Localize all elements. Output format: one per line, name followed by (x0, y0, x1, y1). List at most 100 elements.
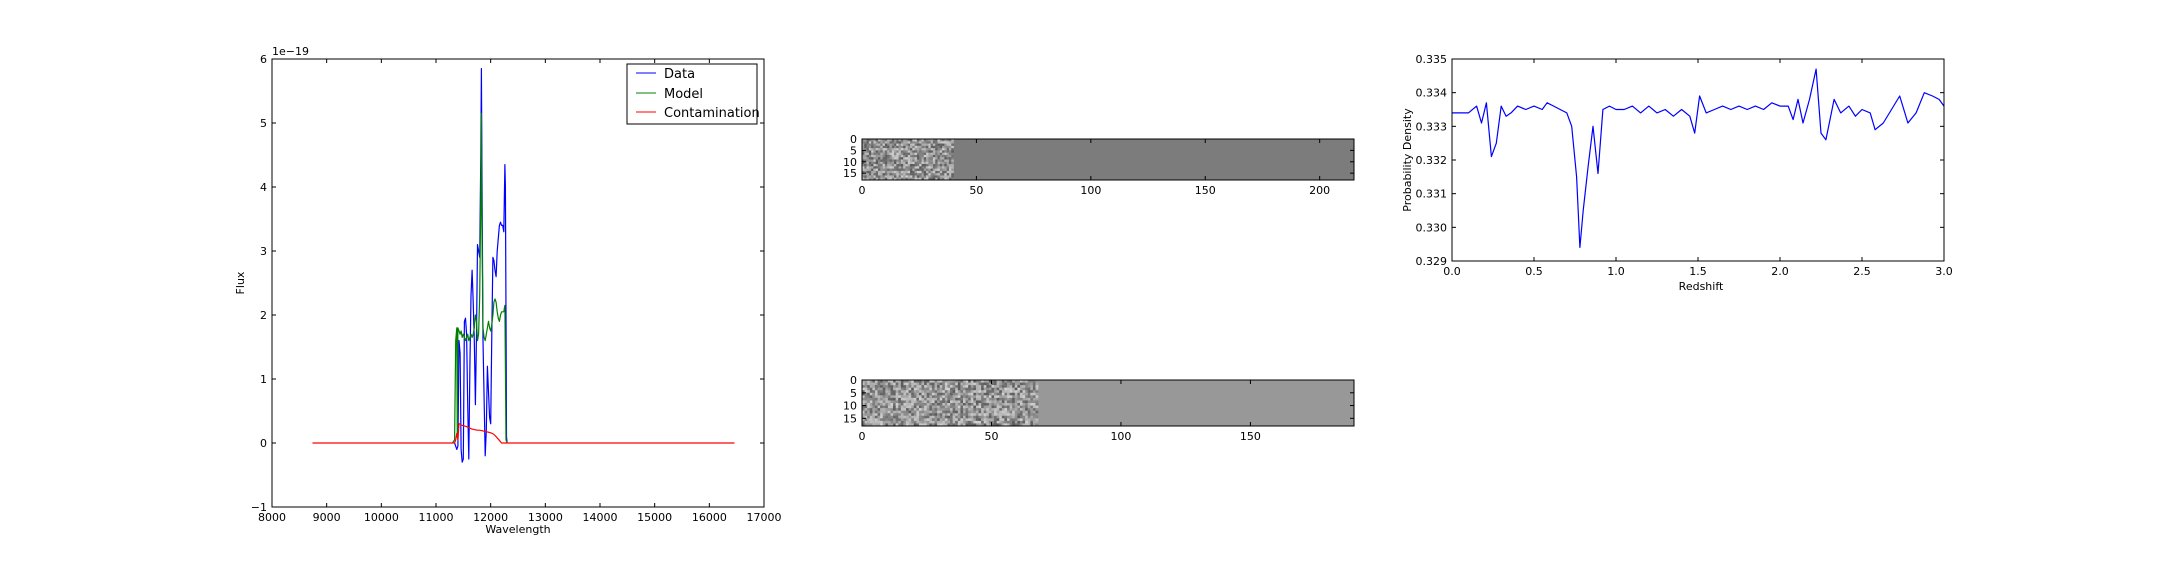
2d-bottom-pixel (1007, 423, 1010, 427)
2d-bottom-pixel (960, 410, 964, 414)
2d-top-pixel (878, 152, 881, 156)
2d-top-pixel (951, 145, 954, 149)
2d-bottom-pixel (908, 415, 912, 419)
2d-bottom-pixel (1027, 415, 1031, 419)
2d-top-pixel (873, 143, 877, 147)
2d-bottom-pixel (903, 395, 907, 399)
2d-bottom-pixel (970, 380, 974, 383)
2d-bottom-pixel (913, 392, 917, 396)
2d-bottom-pixel (872, 418, 876, 422)
2d-bottom-pixel (893, 405, 896, 409)
2d-bottom-pixel (864, 392, 868, 396)
2d-bottom-pixel (934, 387, 938, 391)
2d-bottom-pixel (1019, 390, 1023, 394)
2d-top-pixel (951, 159, 954, 163)
2d-top-pixel (916, 150, 920, 153)
2d-bottom-pixel (1017, 415, 1021, 419)
2d-bottom-pixel (947, 380, 951, 383)
2d-bottom-pixel (968, 380, 972, 383)
2d-bottom-pixel (973, 397, 977, 401)
2d-bottom-pixel (918, 413, 922, 417)
2d-bottom-pixel (957, 382, 961, 386)
2d-bottom-pixel (934, 408, 938, 411)
2d-top-pixel (926, 154, 929, 158)
2d-bottom-pixel (950, 420, 953, 424)
2d-bottom-pixel (986, 420, 990, 424)
2d-top-pixel (887, 152, 890, 156)
2d-top-pixel (932, 175, 936, 179)
2d-bottom-pixel (921, 385, 925, 388)
2d-bottom-pixel (991, 418, 995, 422)
2d-top-pixel (882, 173, 886, 176)
2d-top-pixel (926, 164, 929, 167)
2d-bottom-pixel (962, 420, 966, 424)
2d-bottom-pixel (1014, 387, 1018, 391)
2d-bottom-pixel (991, 410, 995, 414)
2d-bottom-pixel (874, 382, 878, 386)
2d-bottom-pixel (983, 385, 987, 388)
2d-bottom-pixel (950, 380, 953, 383)
2d-bottom-pixel (924, 397, 928, 401)
2d-top-pixel (884, 143, 888, 147)
2d-bottom-pixel (937, 380, 940, 383)
2d-top-pixel (935, 173, 938, 176)
2d-top-pixel (871, 145, 874, 149)
2d-bottom-pixel (895, 380, 899, 383)
2d-top-pixel (880, 170, 883, 174)
2d-top-pixel (889, 175, 893, 179)
2d-top-pixel (921, 177, 925, 181)
2d-bottom-pixel (921, 400, 925, 404)
2d-bottom-pixel (877, 380, 881, 383)
2d-bottom-pixel (931, 405, 935, 409)
2d-bottom-pixel (1004, 385, 1008, 388)
redshift-pdf-plot-area: 0.0 0.5 1.0 1.5 2.0 2.5 3.00.3290.3300.3310.33… (1416, 53, 1953, 278)
2d-bottom-pixel (934, 400, 938, 404)
2d-top-pixel (923, 139, 927, 142)
2d-bottom-pixel (1007, 410, 1010, 414)
2d-bottom-pixel (1001, 403, 1005, 406)
2d-bottom-pixel (1027, 380, 1031, 383)
2d-top-pixel (910, 150, 913, 153)
2d-bottom-pixel (965, 410, 969, 414)
2d-top-pixel (921, 159, 925, 163)
2d-top-pixel (884, 159, 888, 163)
2d-bottom-pixel (880, 413, 884, 417)
2d-bottom-pixel (908, 395, 912, 399)
2d-top-pixel (900, 175, 904, 179)
2d-bottom-pixel (962, 390, 966, 394)
2d-bottom-pixel (970, 403, 974, 406)
2d-top-pixel (896, 152, 899, 156)
2d-top-pixel (891, 168, 895, 172)
2d-bottom-pixel (1035, 382, 1039, 386)
2d-top-pixel (878, 159, 881, 163)
2d-bottom-pixel (973, 400, 977, 404)
2d-top-pixel (889, 159, 893, 163)
2d-bottom-pixel (999, 390, 1003, 394)
2d-bottom-pixel (929, 400, 933, 404)
2d-bottom-pixel (999, 415, 1003, 419)
2d-top-pixel (951, 141, 954, 144)
legend-label-contamination: Contamination (664, 106, 760, 121)
2d-bottom-pixel (962, 397, 966, 401)
2d-top-pixel (912, 152, 915, 156)
2d-bottom-pixel (983, 397, 987, 401)
2d-top-pixel (926, 152, 929, 156)
redshift-xtick-label: 2.5 (1853, 265, 1871, 278)
2d-bottom-pixel (978, 397, 982, 401)
2d-top-pixel (907, 175, 911, 179)
2d-bottom-pixel (862, 387, 865, 391)
2d-bottom-pixel (978, 420, 982, 424)
2d-top-pixel (910, 159, 913, 163)
2d-top-pixel (946, 159, 950, 163)
2d-top-pixel (898, 159, 902, 163)
2d-top-pixel (907, 143, 911, 147)
2d-top-pixel (862, 150, 865, 153)
2d-bottom-pixel (981, 413, 985, 417)
2d-bottom-pixel (893, 410, 896, 414)
2d-top-pixel (926, 168, 929, 172)
2d-bottom-pixel (1012, 390, 1016, 394)
2d-top-pixel (905, 145, 909, 149)
2d-top-pixel (948, 161, 952, 165)
